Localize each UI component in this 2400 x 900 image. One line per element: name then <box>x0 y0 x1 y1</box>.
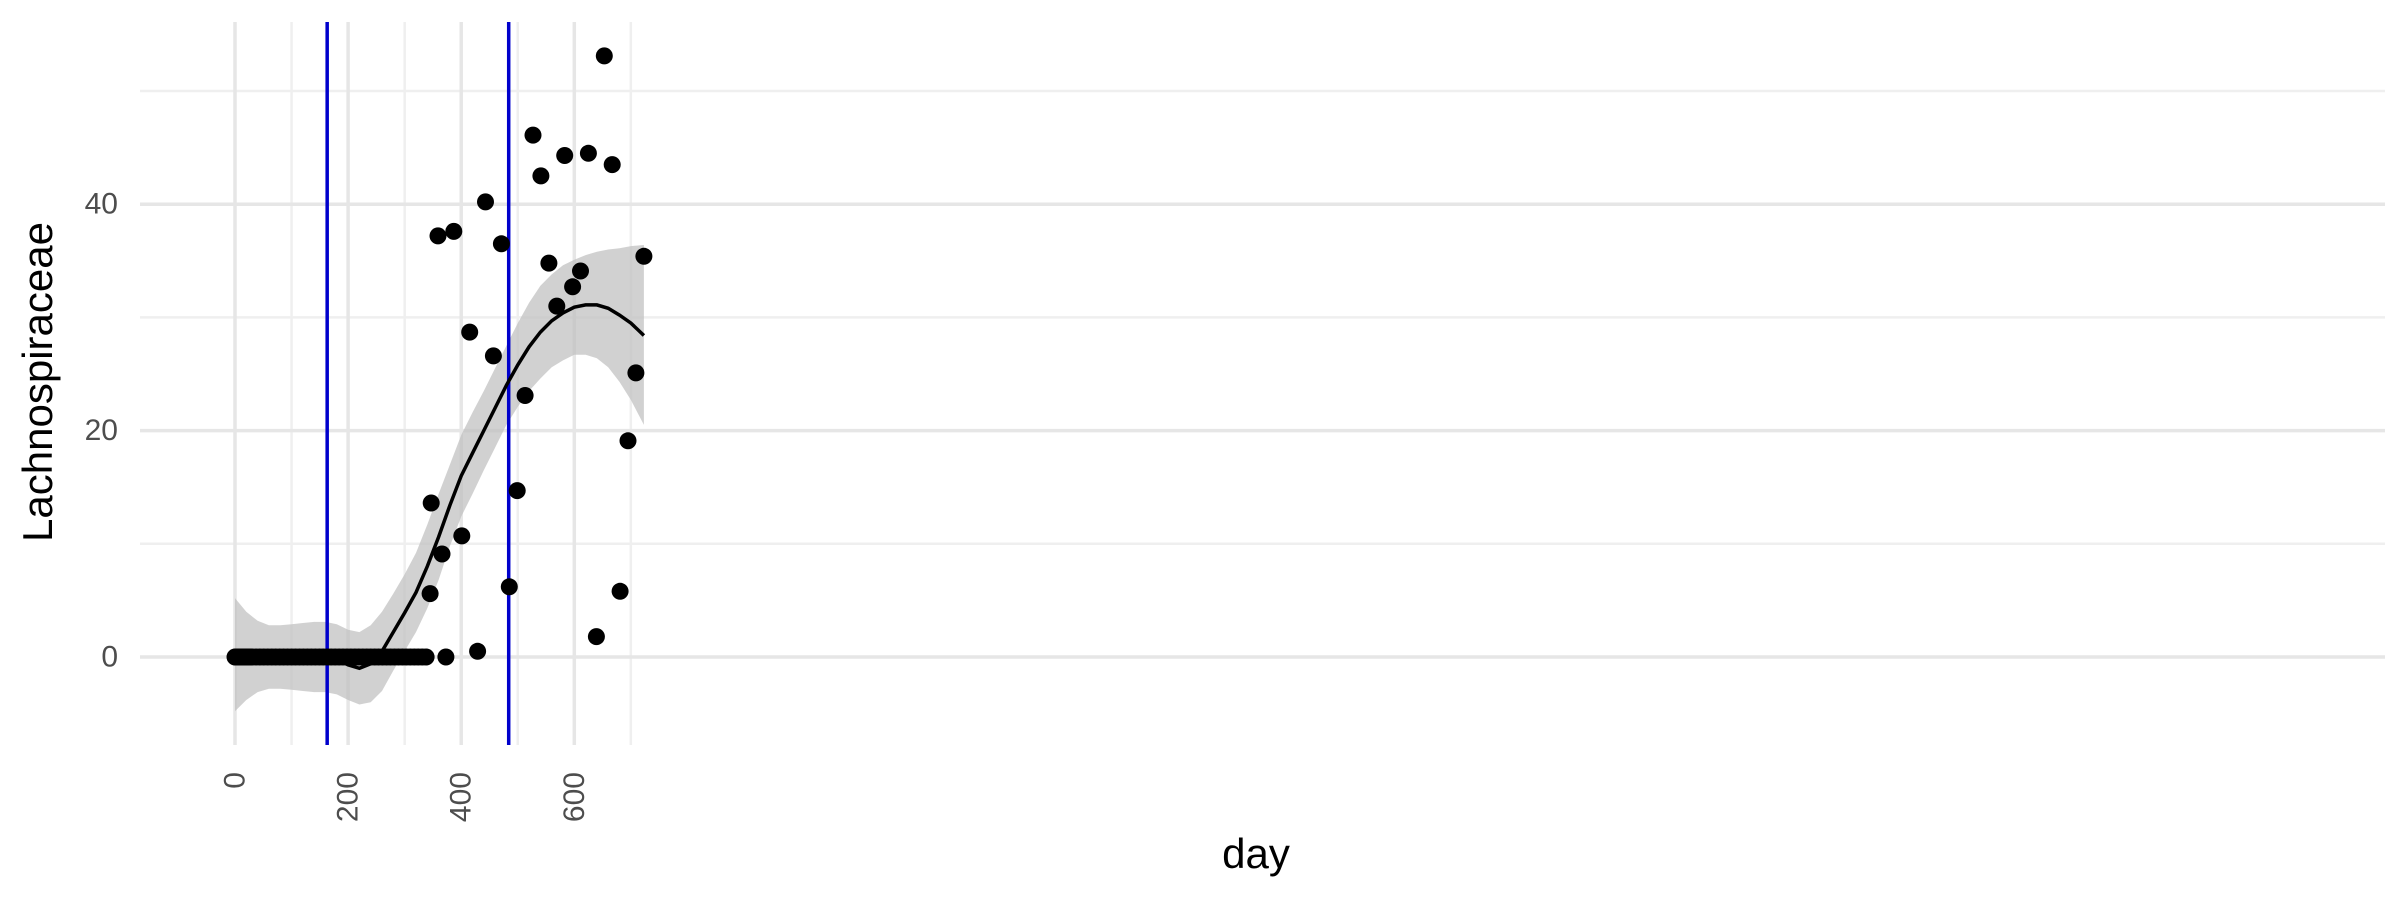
x-tick-label-2: 400 <box>445 772 478 822</box>
data-point-87 <box>619 432 637 450</box>
data-point-64 <box>437 648 455 666</box>
data-point-75 <box>524 126 542 144</box>
x-tick-label-1: 200 <box>332 772 365 822</box>
smooth-line-layer <box>234 303 646 671</box>
data-point-59 <box>417 648 435 666</box>
y-tick-label-0: 0 <box>101 641 118 674</box>
data-point-84 <box>595 47 613 65</box>
data-point-77 <box>540 254 558 272</box>
points-layer <box>226 47 653 666</box>
smooth-fit-line <box>234 303 646 671</box>
x-axis-title: day <box>1222 830 1290 877</box>
data-point-66 <box>453 527 471 545</box>
data-point-74 <box>516 387 534 404</box>
x-tick-label-0: 0 <box>219 772 252 789</box>
data-point-67 <box>461 323 479 341</box>
confidence-band-layer <box>235 245 644 712</box>
data-point-76 <box>532 167 550 185</box>
data-point-68 <box>469 642 487 660</box>
data-point-88 <box>627 364 645 382</box>
data-point-85 <box>603 156 621 174</box>
data-point-65 <box>445 222 463 240</box>
data-point-89 <box>635 247 653 265</box>
data-point-81 <box>572 262 589 280</box>
data-point-82 <box>579 144 597 162</box>
x-tick-label-3: 600 <box>558 772 591 822</box>
data-point-62 <box>429 227 447 245</box>
grid <box>140 22 2385 745</box>
data-point-70 <box>484 347 502 365</box>
data-point-86 <box>611 582 629 600</box>
y-tick-label-2: 40 <box>85 188 118 221</box>
data-point-78 <box>548 297 566 315</box>
data-point-80 <box>564 278 582 296</box>
data-point-60 <box>421 585 439 603</box>
y-axis-title: Lachnospiraceae <box>14 222 61 542</box>
data-point-73 <box>508 482 526 500</box>
y-tick-label-1: 20 <box>85 414 118 447</box>
data-point-63 <box>433 545 451 563</box>
tick-labels-layer: 0 200 400 600 0 20 40 <box>85 188 591 822</box>
data-point-72 <box>500 578 518 596</box>
confidence-band <box>235 245 644 712</box>
data-point-71 <box>492 235 510 253</box>
data-point-83 <box>587 628 605 646</box>
data-point-69 <box>477 193 494 211</box>
data-point-61 <box>422 494 440 512</box>
data-point-79 <box>556 147 574 164</box>
